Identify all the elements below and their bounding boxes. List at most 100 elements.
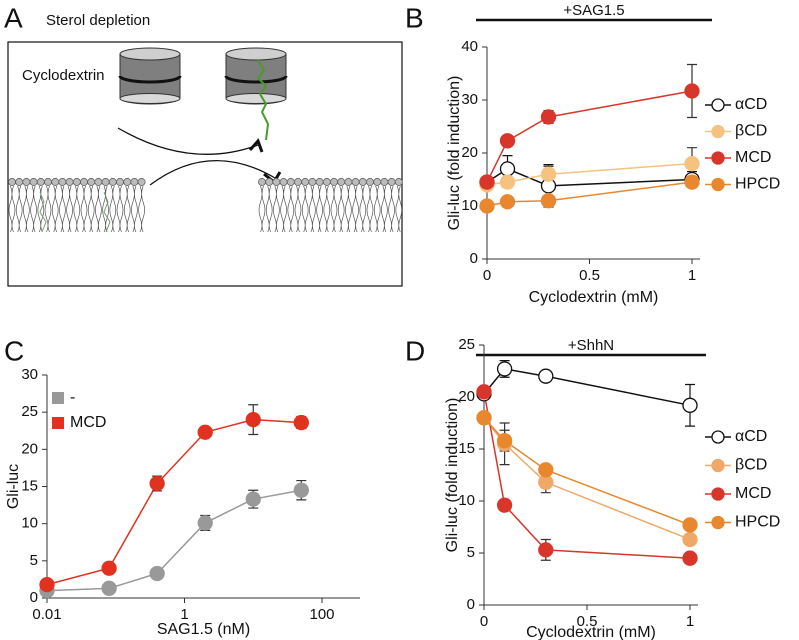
x-tick-label: 0: [480, 613, 488, 630]
marker: [101, 560, 117, 576]
lipid-tail: [273, 185, 280, 233]
sterol: [103, 191, 111, 233]
y-tick-label: 20: [21, 440, 38, 457]
cyclodextrin-label: Cyclodextrin: [22, 67, 105, 84]
lipid-tail: [258, 185, 266, 233]
legend-label: MCD: [735, 149, 771, 166]
y-tick-label: 20: [458, 388, 475, 405]
marker: [682, 550, 698, 566]
series-line: [486, 181, 693, 207]
x-axis-label: Cyclodextrin (mM): [529, 289, 659, 306]
y-tick-label: 30: [21, 366, 38, 383]
panel-letter: A: [4, 2, 23, 33]
lipid-head: [394, 178, 403, 186]
lipid-tail: [8, 185, 16, 233]
marker: [197, 515, 213, 531]
series-line: [483, 417, 691, 541]
sterol: [39, 191, 47, 233]
lipid-tail: [138, 185, 145, 233]
cylinder-top: [225, 47, 287, 61]
marker: [293, 414, 309, 431]
legend-marker: [711, 487, 725, 501]
y-tick-label: 5: [467, 544, 475, 561]
cylinder-top: [119, 47, 181, 61]
marker: [540, 109, 557, 125]
y-tick-label: 10: [21, 515, 38, 532]
lipid-head: [315, 178, 324, 186]
x-tick-label: 100: [309, 606, 334, 623]
sterol: [256, 59, 270, 141]
y-tick-label: 15: [21, 477, 38, 494]
lipid-tail: [316, 185, 323, 233]
legend-marker: [711, 98, 725, 112]
marker: [540, 166, 557, 182]
y-tick-label: 0: [467, 596, 475, 613]
legend-label: MCD: [70, 414, 106, 431]
lipid-tail: [265, 185, 273, 233]
lipid-tail: [109, 185, 117, 233]
lipid-tail: [44, 185, 52, 233]
panel-letter: C: [4, 335, 24, 366]
lipid-tail: [116, 185, 124, 233]
arrow: [149, 160, 276, 186]
series-line: [483, 417, 691, 526]
x-tick-label: 0.01: [32, 606, 61, 623]
marker: [101, 580, 117, 596]
y-axis-label: Gli-luc (fold induction): [446, 76, 463, 231]
lipid-head: [351, 178, 360, 186]
lipid-head: [116, 178, 124, 186]
x-tick-label: 1: [180, 606, 188, 623]
lipid-tail: [330, 185, 338, 233]
lipid-head: [72, 178, 81, 186]
marker: [499, 194, 516, 210]
marker: [479, 174, 495, 190]
legend-label: βCD: [735, 123, 767, 140]
lipid-tail: [294, 185, 302, 233]
marker: [197, 424, 213, 440]
legend-marker: [711, 515, 725, 530]
lipid-head: [330, 178, 338, 186]
y-tick-label: 5: [30, 552, 38, 569]
cylinder-band: [224, 75, 288, 84]
legend-label: αCD: [735, 96, 767, 113]
marker: [245, 491, 261, 507]
lipid-head: [380, 178, 389, 186]
lipid-head: [272, 178, 281, 186]
marker: [496, 497, 513, 513]
y-tick-label: 15: [458, 440, 475, 457]
y-tick-label: 40: [461, 38, 478, 55]
lipid-tail: [51, 185, 59, 233]
lipid-tail: [123, 185, 131, 233]
lipid-tail: [59, 185, 66, 233]
marker: [538, 368, 554, 384]
lipid-head: [387, 178, 396, 186]
lipid-head: [265, 178, 274, 186]
legend-swatch: [52, 417, 64, 429]
lipid-head: [36, 178, 45, 186]
y-axis-label: Gli-luc (fold induction): [444, 398, 461, 553]
arrow: [117, 127, 259, 155]
lipid-tail: [395, 185, 403, 233]
marker: [538, 542, 554, 558]
marker: [245, 411, 261, 428]
lipid-head: [286, 178, 295, 186]
panel-letter: D: [405, 335, 425, 366]
y-tick-label: 0: [470, 250, 478, 267]
lipid-head: [358, 178, 367, 186]
x-axis-label: Cyclodextrin (mM): [526, 624, 656, 640]
lipid-tail: [23, 185, 30, 233]
chart-title: +ShhN: [568, 337, 614, 354]
lipid-head: [366, 178, 374, 186]
x-tick-label: 0.5: [579, 267, 600, 284]
panel-title: Sterol depletion: [46, 12, 150, 29]
marker: [684, 83, 700, 99]
legend-label: MCD: [735, 485, 771, 502]
legend-marker: [711, 458, 725, 473]
lipid-head: [137, 178, 146, 186]
lipid-tail: [80, 185, 88, 233]
marker: [499, 161, 516, 177]
y-tick-label: 10: [458, 492, 475, 509]
lipid-tail: [95, 185, 102, 233]
lipid-tail: [373, 185, 381, 233]
